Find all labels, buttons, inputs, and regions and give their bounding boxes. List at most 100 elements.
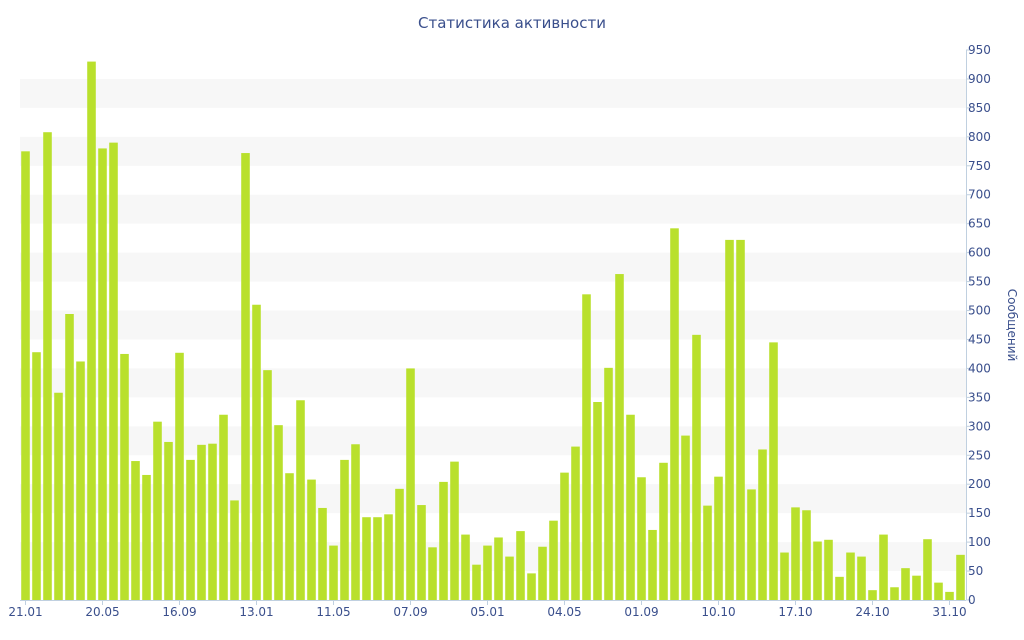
bar[interactable] — [186, 459, 195, 600]
bar[interactable] — [604, 367, 613, 600]
bar[interactable] — [901, 568, 910, 600]
bar[interactable] — [318, 507, 327, 600]
bar[interactable] — [582, 294, 591, 600]
bar[interactable] — [252, 304, 261, 600]
x-axis-ticks: 21.01 20.05 16.09 13.01 11.05 07.09 05.01 04.05… — [8, 600, 967, 619]
bar[interactable] — [538, 546, 547, 600]
bar[interactable] — [736, 239, 745, 600]
y-tick-label: 100 — [968, 535, 991, 549]
bar[interactable] — [142, 474, 151, 600]
bar[interactable] — [703, 505, 712, 600]
bar[interactable] — [945, 591, 954, 600]
bar[interactable] — [362, 517, 371, 600]
y-axis-title: Сообщений — [1005, 289, 1019, 362]
bar[interactable] — [780, 552, 789, 600]
y-tick-label: 250 — [968, 448, 991, 462]
bar[interactable] — [175, 352, 184, 600]
bar[interactable] — [791, 507, 800, 600]
bar[interactable] — [912, 575, 921, 600]
y-tick-label: 800 — [968, 130, 991, 144]
bar[interactable] — [615, 274, 624, 600]
bar[interactable] — [131, 461, 140, 600]
y-tick-label: 550 — [968, 275, 991, 289]
bar[interactable] — [120, 353, 129, 600]
bar[interactable] — [846, 552, 855, 600]
bar[interactable] — [428, 547, 437, 600]
bar[interactable] — [395, 488, 404, 600]
bar[interactable] — [560, 472, 569, 600]
bar[interactable] — [230, 500, 239, 600]
bar[interactable] — [802, 510, 811, 600]
bar[interactable] — [32, 352, 41, 600]
bar[interactable] — [384, 514, 393, 600]
bar[interactable] — [637, 477, 646, 600]
grid-band — [20, 542, 966, 572]
bar[interactable] — [549, 520, 558, 600]
bar[interactable] — [626, 414, 635, 600]
bar[interactable] — [813, 541, 822, 600]
bar[interactable] — [329, 545, 338, 600]
bar[interactable] — [450, 461, 459, 600]
bar[interactable] — [494, 537, 503, 600]
x-tick-label: 10.10 — [701, 605, 735, 619]
bar[interactable] — [648, 529, 657, 600]
y-tick-label: 600 — [968, 246, 991, 260]
bar[interactable] — [219, 414, 228, 600]
bar[interactable] — [98, 148, 107, 601]
bar[interactable] — [296, 400, 305, 600]
bar[interactable] — [417, 505, 426, 600]
bar[interactable] — [571, 446, 580, 600]
bar[interactable] — [54, 392, 63, 600]
bar[interactable] — [164, 441, 173, 600]
bar[interactable] — [406, 368, 415, 600]
bar[interactable] — [472, 564, 481, 600]
bar[interactable] — [769, 342, 778, 600]
bar[interactable] — [758, 449, 767, 600]
y-tick-label: 350 — [968, 390, 991, 404]
bar[interactable] — [285, 473, 294, 600]
bar[interactable] — [351, 444, 360, 600]
bar[interactable] — [857, 556, 866, 600]
bar[interactable] — [241, 153, 250, 601]
bar[interactable] — [461, 534, 470, 600]
bar[interactable] — [868, 590, 877, 600]
bar[interactable] — [934, 582, 943, 600]
bar[interactable] — [681, 435, 690, 600]
bar[interactable] — [692, 334, 701, 600]
bar[interactable] — [725, 239, 734, 600]
bar[interactable] — [824, 539, 833, 600]
bar[interactable] — [43, 132, 52, 600]
bar[interactable] — [263, 370, 272, 600]
y-tick-label: 850 — [968, 101, 991, 115]
bar[interactable] — [109, 142, 118, 600]
bar[interactable] — [307, 479, 316, 600]
bar[interactable] — [483, 545, 492, 600]
bar[interactable] — [197, 444, 206, 600]
bar[interactable] — [87, 61, 96, 600]
bar[interactable] — [21, 151, 30, 600]
bar[interactable] — [340, 459, 349, 600]
bar[interactable] — [670, 228, 679, 600]
bar[interactable] — [923, 539, 932, 600]
bar[interactable] — [439, 481, 448, 600]
bar[interactable] — [373, 517, 382, 600]
bar[interactable] — [274, 425, 283, 600]
bar[interactable] — [208, 443, 217, 600]
bar[interactable] — [659, 462, 668, 600]
bar[interactable] — [153, 421, 162, 600]
bar[interactable] — [835, 576, 844, 600]
bar[interactable] — [956, 554, 965, 600]
bar[interactable] — [747, 489, 756, 600]
bar[interactable] — [516, 531, 525, 600]
bar[interactable] — [76, 361, 85, 600]
bar[interactable] — [505, 556, 514, 600]
bar[interactable] — [714, 476, 723, 600]
bar[interactable] — [890, 587, 899, 600]
bar[interactable] — [527, 573, 536, 600]
bar[interactable] — [879, 534, 888, 600]
bar[interactable] — [593, 402, 602, 600]
bar[interactable] — [65, 314, 74, 600]
axes — [20, 50, 967, 601]
x-tick-label: 24.10 — [855, 605, 889, 619]
